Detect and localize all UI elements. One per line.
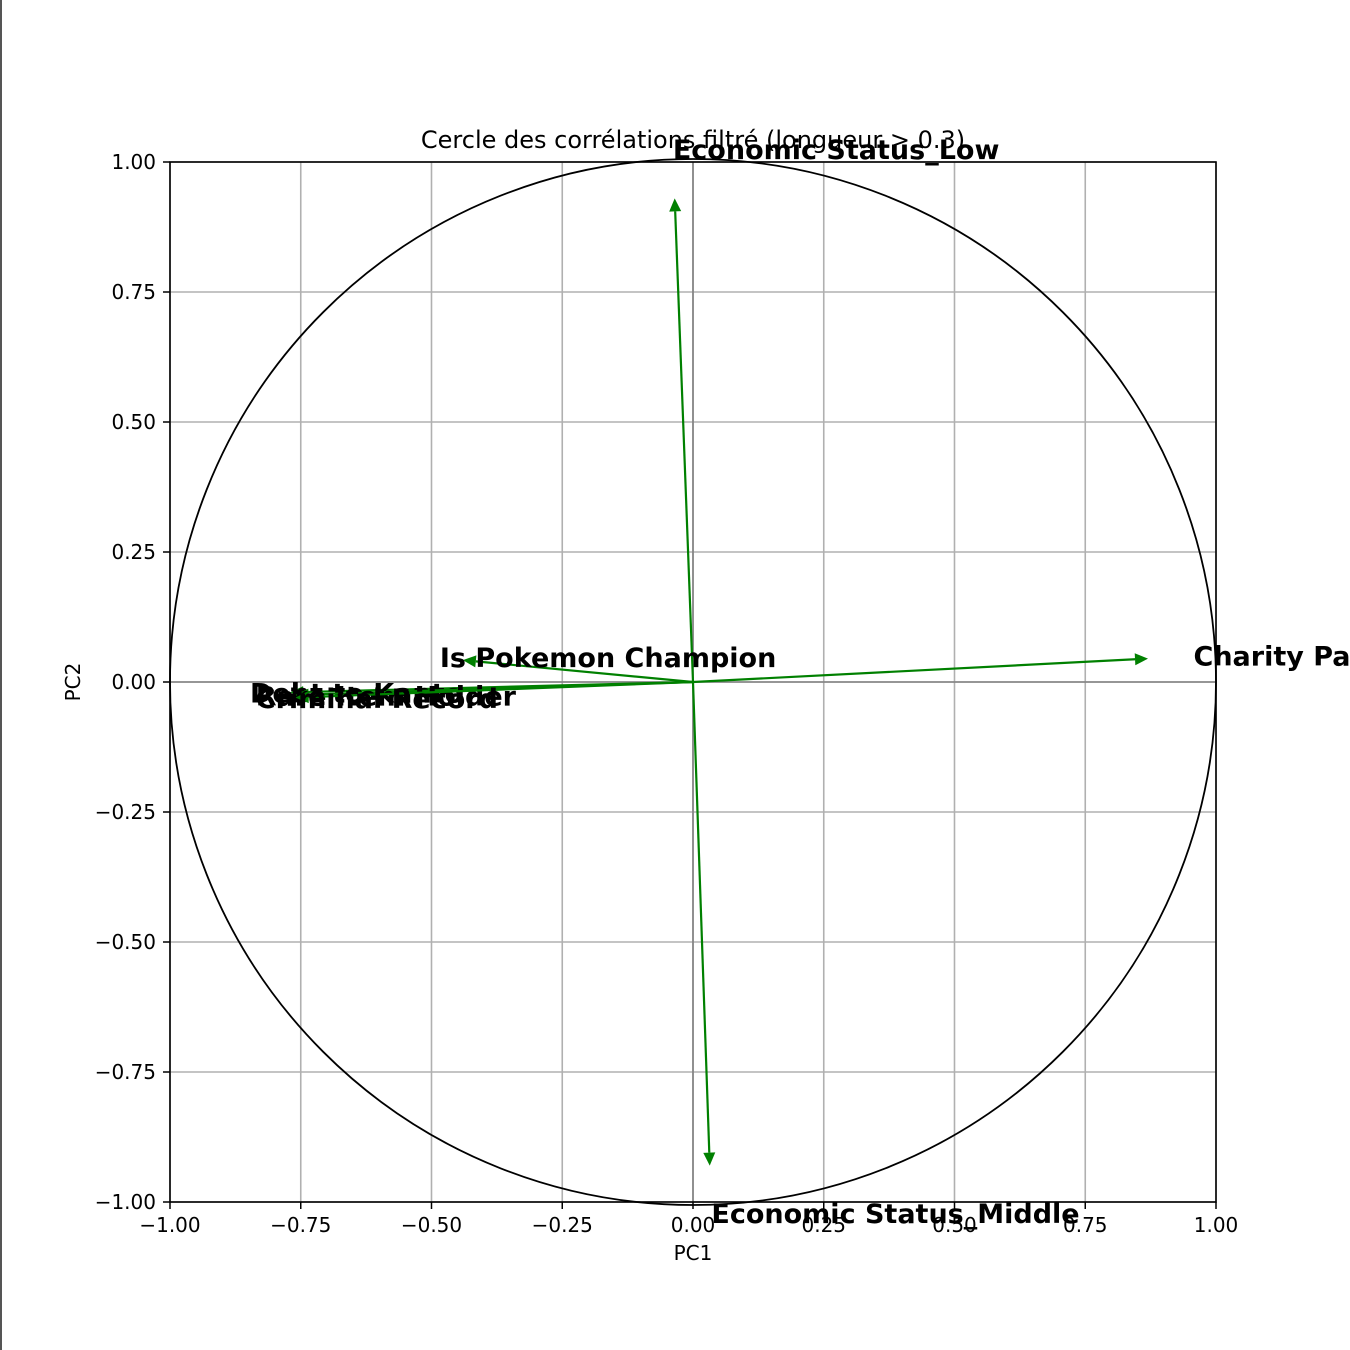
x-tick-label: −0.25	[532, 1213, 593, 1237]
x-tick-label: −0.75	[270, 1213, 331, 1237]
vector-shaft	[475, 660, 694, 684]
vector-label: Economic Status_Low	[673, 135, 1000, 166]
x-tick-label: 1.00	[1194, 1213, 1239, 1237]
vector-arrow: Charity Part	[692, 641, 1350, 684]
vector-arrow: Economic Status_Low	[669, 135, 1000, 683]
x-tick-label: −0.50	[401, 1213, 462, 1237]
y-tick-label: 0.50	[111, 410, 156, 434]
y-tick-label: 0.75	[111, 280, 156, 304]
y-axis-label: PC2	[61, 663, 85, 702]
vector-label: Charity Part	[1194, 641, 1350, 672]
x-axis-label: PC1	[674, 1241, 713, 1265]
vector-shaft	[308, 680, 694, 699]
x-tick-labels: −1.00 −0.75 −0.50 −0.25 0.00 0.25 0.50 0.75 1.00	[139, 1202, 1238, 1237]
x-tick-label: 0.75	[1063, 1213, 1108, 1237]
y-tick-labels: −1.00 −0.75 −0.50 −0.25 0.00 0.25 0.50 0.75 1.00	[95, 150, 170, 1214]
vector-arrowhead	[703, 1152, 716, 1166]
vector-arrowhead	[1134, 653, 1149, 666]
chart-title: Cercle des corrélations filtré (longueur…	[421, 126, 965, 154]
y-tick-label: −0.25	[95, 800, 156, 824]
vectors: Economic Status_Low Economic Status_Middl…	[250, 135, 1350, 1230]
vector-label: Is Pokemon Champion	[440, 643, 776, 674]
y-tick-label: 0.25	[111, 540, 156, 564]
vector-arrowhead	[462, 655, 477, 668]
vector-arrowhead	[295, 691, 309, 704]
y-tick-label: 0.00	[111, 670, 156, 694]
vector-arrow: Is Pokemon Champion	[440, 643, 776, 684]
vector-shaft	[692, 658, 1136, 684]
y-tick-label: −0.75	[95, 1060, 156, 1084]
vector-label: Economic Status_Middle	[711, 1199, 1079, 1230]
y-tick-label: 1.00	[111, 150, 156, 174]
window-edge	[0, 0, 2, 1350]
x-tick-label: −1.00	[139, 1213, 200, 1237]
vector-arrowhead	[669, 198, 682, 212]
vector-arrow: Criminal Record	[256, 680, 694, 715]
y-tick-label: −1.00	[95, 1190, 156, 1214]
x-tick-label: 0.25	[801, 1213, 846, 1237]
vector-label: Criminal Record	[256, 684, 498, 715]
x-tick-label: 0.00	[671, 1213, 716, 1237]
x-tick-label: 0.50	[932, 1213, 977, 1237]
vector-arrow: Economic Status_Middle	[691, 681, 1080, 1230]
vector-shaft	[691, 681, 711, 1153]
vector-shaft	[674, 211, 695, 683]
y-tick-label: −0.50	[95, 930, 156, 954]
